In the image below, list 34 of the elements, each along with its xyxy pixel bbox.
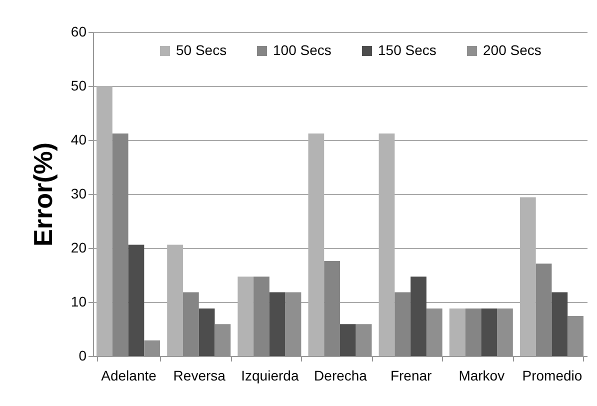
- bar: [536, 264, 552, 356]
- x-tick-label: Reversa: [173, 368, 226, 384]
- bar: [465, 308, 482, 356]
- bar: [394, 292, 411, 356]
- y-tick-label: 60: [70, 24, 87, 40]
- bar: [410, 276, 426, 356]
- x-tick-label: Izquierda: [241, 368, 299, 384]
- y-tick-label: 40: [70, 132, 87, 148]
- y-tick-label: 50: [70, 78, 87, 94]
- y-tick-label: 30: [70, 186, 87, 202]
- bar: [182, 292, 199, 356]
- legend-label: 50 Secs: [176, 42, 227, 58]
- x-tick-label: Frenar: [390, 368, 432, 384]
- legend-label: 150 Secs: [378, 42, 436, 58]
- bar: [481, 308, 498, 356]
- y-axis-title: Error(%): [28, 142, 58, 247]
- bar: [324, 260, 340, 356]
- legend-label: 200 Secs: [483, 42, 542, 58]
- y-tick-label: 0: [78, 348, 87, 364]
- bar: [552, 292, 568, 356]
- x-tick-label: Adelante: [101, 368, 157, 384]
- bar: [198, 308, 215, 356]
- bar: [254, 276, 270, 356]
- bar: [112, 134, 128, 356]
- x-tick-label: Promedio: [522, 368, 582, 384]
- y-tick-label: 20: [70, 240, 87, 256]
- legend-label: 100 Secs: [273, 42, 332, 58]
- bar: [449, 308, 466, 356]
- x-tick-label: Derecha: [314, 368, 368, 384]
- x-tick-label: Markov: [458, 368, 505, 384]
- bar: [128, 244, 144, 356]
- bar: [340, 324, 356, 356]
- bar: [269, 292, 286, 356]
- y-tick-label: 10: [70, 294, 87, 310]
